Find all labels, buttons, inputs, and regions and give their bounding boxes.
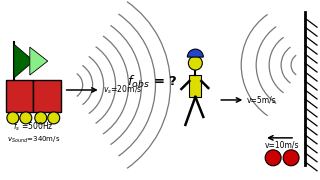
Bar — [33, 80, 61, 112]
Text: $v_s$=20m/s: $v_s$=20m/s — [103, 84, 142, 96]
Circle shape — [7, 112, 19, 124]
Text: v=10m/s: v=10m/s — [265, 140, 300, 149]
Polygon shape — [14, 44, 34, 78]
Circle shape — [20, 112, 32, 124]
Circle shape — [265, 150, 281, 166]
Bar — [6, 80, 33, 112]
Circle shape — [48, 112, 60, 124]
Text: $f_s$ =500Hz: $f_s$ =500Hz — [13, 121, 53, 133]
Wedge shape — [188, 49, 203, 57]
Text: v=5m/s: v=5m/s — [247, 95, 277, 104]
Polygon shape — [30, 47, 48, 75]
Text: $f_{obs}$ = ?: $f_{obs}$ = ? — [127, 74, 178, 90]
Text: $v_{Sound}$=340m/s: $v_{Sound}$=340m/s — [7, 135, 60, 145]
Circle shape — [35, 112, 47, 124]
Bar — [189, 75, 201, 97]
Circle shape — [283, 150, 299, 166]
Circle shape — [188, 56, 202, 70]
